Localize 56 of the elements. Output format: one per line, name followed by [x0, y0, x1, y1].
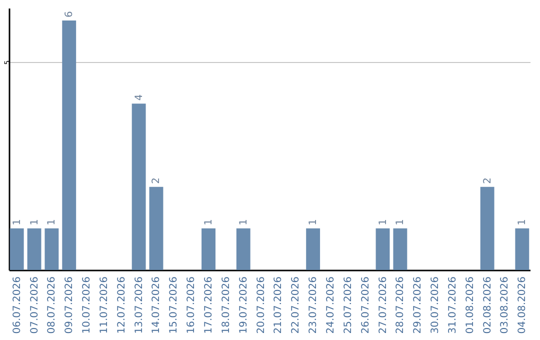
x-tick-label: 09.07.2026: [64, 276, 76, 334]
x-tick-label: 15.07.2026: [168, 276, 180, 334]
x-tick-label: 04.08.2026: [517, 276, 528, 334]
bar: [27, 228, 42, 270]
x-tick-label: 01.08.2026: [464, 276, 476, 334]
bar: [149, 186, 164, 270]
bar: [44, 228, 59, 270]
x-tick-label: 24.07.2026: [325, 276, 336, 334]
bar: [515, 228, 530, 270]
x-tick-label: 14.07.2026: [151, 276, 162, 334]
x-tick-label: 18.07.2026: [220, 276, 232, 334]
data-label: 1: [378, 219, 389, 226]
data-label: 1: [238, 219, 250, 226]
data-label: 1: [395, 219, 406, 226]
x-tick-label: 13.07.2026: [134, 276, 145, 334]
x-tick-label: 25.07.2026: [342, 276, 354, 334]
bar: [236, 228, 250, 270]
x-tick-label: 23.07.2026: [308, 276, 320, 334]
data-label: 1: [46, 219, 58, 226]
bar: [376, 228, 390, 270]
data-label: 1: [308, 219, 320, 226]
x-tick-label: 30.07.2026: [430, 276, 442, 334]
bar: [480, 186, 494, 270]
x-tick-label: 17.07.2026: [204, 276, 215, 334]
bar: [202, 228, 216, 270]
x-tick-label: 07.07.2026: [29, 276, 40, 334]
data-label: 2: [151, 177, 162, 184]
data-label: 1: [204, 219, 215, 226]
x-tick-label: 21.07.2026: [273, 276, 284, 334]
x-tick-label: 02.08.2026: [482, 276, 494, 334]
data-label: 1: [29, 219, 40, 226]
data-label: 2: [482, 177, 494, 184]
data-label: 1: [517, 219, 528, 226]
x-tick-label: 11.07.2026: [98, 276, 110, 334]
x-tick-label: 03.08.2026: [500, 276, 511, 334]
x-tick-label: 12.07.2026: [116, 276, 128, 334]
x-tick-label: 20.07.2026: [256, 276, 267, 334]
bar: [132, 104, 146, 270]
x-tick-label: 22.07.2026: [290, 276, 302, 334]
x-tick-label: 06.07.2026: [12, 276, 23, 334]
x-tick-label: 08.07.2026: [46, 276, 58, 334]
x-tick-label: 27.07.2026: [378, 276, 389, 334]
bar: [393, 228, 408, 270]
x-tick-label: 28.07.2026: [395, 276, 406, 334]
x-tick-label: 31.07.2026: [447, 276, 458, 334]
bar: [10, 228, 24, 270]
x-tick-label: 26.07.2026: [360, 276, 372, 334]
data-label: 6: [64, 11, 76, 18]
bar: [306, 228, 320, 270]
data-label: 4: [134, 94, 145, 101]
x-tick-label: 10.07.2026: [82, 276, 93, 334]
x-tick-label: 19.07.2026: [238, 276, 250, 334]
x-tick-label: 16.07.2026: [186, 276, 198, 334]
bar: [62, 20, 76, 270]
x-tick-label: 29.07.2026: [412, 276, 424, 334]
data-label: 1: [12, 219, 23, 226]
